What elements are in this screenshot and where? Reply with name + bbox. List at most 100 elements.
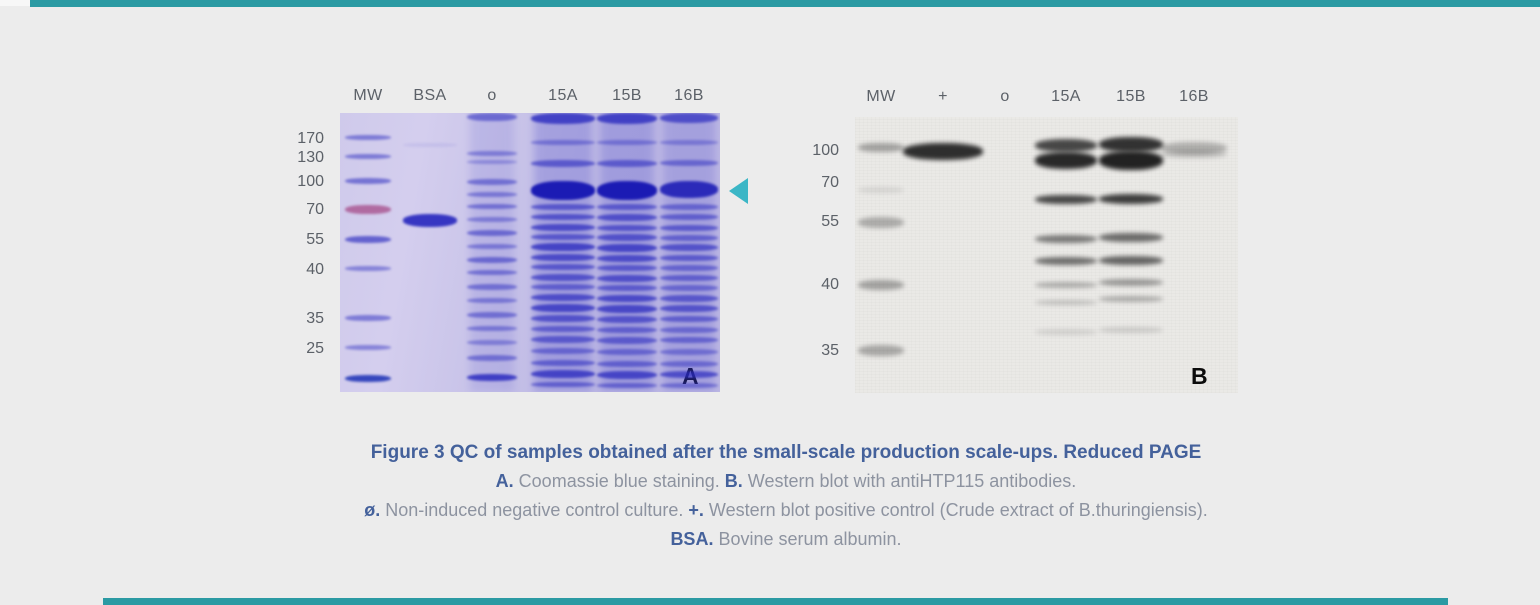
caption-title: Figure 3 QC of samples obtained after th… [32, 438, 1540, 467]
gel-band [660, 295, 718, 302]
gel-band [660, 140, 718, 145]
gel-band [531, 304, 595, 312]
gel-band [531, 214, 595, 220]
gel-band [660, 305, 718, 312]
mw-marker-label: 70 [821, 174, 839, 191]
gel-band [467, 298, 517, 303]
gel-band [1035, 282, 1097, 288]
gel-band [660, 181, 718, 198]
lane-label-16b: 16B [674, 87, 704, 104]
lane-label-o: o [487, 87, 497, 104]
caption-accent-text: A. [495, 471, 514, 491]
gel-band [858, 187, 904, 193]
gel-band [1099, 256, 1163, 265]
gel-band [531, 204, 595, 210]
gel-band [467, 160, 517, 164]
mw-marker-label: 55 [821, 213, 839, 230]
gel-band [660, 285, 718, 291]
gel-band [345, 178, 391, 184]
gel-band [531, 224, 595, 231]
gel-band [903, 143, 983, 160]
mw-marker-label: 100 [812, 142, 839, 159]
gel-band [1161, 142, 1227, 154]
caption-line-2: A. Coomassie blue staining. B. Western b… [32, 467, 1540, 496]
gel-band [467, 355, 517, 361]
caption-line-3: ø. Non-induced negative control culture.… [32, 496, 1540, 525]
gel-band [597, 234, 657, 241]
gel-band [1035, 235, 1097, 243]
gel-band [660, 349, 718, 355]
gel-band [531, 294, 595, 301]
gel-band [1035, 300, 1097, 305]
gel-band [858, 280, 904, 290]
lane-label-mw: MW [353, 87, 383, 104]
gel-band [660, 316, 718, 322]
mw-marker-label: 35 [306, 310, 324, 327]
gel-band [660, 371, 718, 378]
gel-band [597, 295, 657, 302]
caption-text: Coomassie blue staining. [513, 471, 725, 491]
gel-band [1099, 137, 1163, 152]
figure-caption: Figure 3 QC of samples obtained after th… [32, 438, 1540, 554]
gel-band [531, 234, 595, 240]
gel-band [597, 285, 657, 291]
gel-band [597, 316, 657, 323]
gel-band [597, 204, 657, 210]
gel-band [1035, 195, 1097, 204]
gel-band [660, 275, 718, 281]
caption-text: Non-induced negative control culture. [380, 500, 689, 520]
gel-band [1035, 329, 1097, 335]
gel-band [531, 315, 595, 322]
caption-text: Western blot positive control (Crude ext… [703, 500, 1208, 520]
gel-a-coomassie-image: A [340, 113, 720, 392]
gel-band [345, 135, 391, 140]
lane-label-15b: 15B [1116, 88, 1146, 105]
lane-label-o: o [1000, 88, 1010, 105]
gel-band [660, 255, 718, 261]
gel-band [467, 230, 517, 236]
gel-band [660, 204, 718, 210]
gel-band [660, 244, 718, 251]
gel-band [467, 374, 517, 381]
lane-label-mw: MW [866, 88, 896, 105]
gel-band [597, 349, 657, 355]
gel-band [467, 312, 517, 318]
gel-band [597, 327, 657, 333]
gel-b-western-blot-image: B [855, 117, 1238, 393]
gel-band [597, 275, 657, 282]
gel-band [345, 345, 391, 350]
gel-band [597, 160, 657, 167]
gel-band [660, 225, 718, 231]
gel-band [403, 214, 457, 227]
gel-band [531, 360, 595, 366]
caption-line-4: BSA. Bovine serum albumin. [32, 525, 1540, 554]
gel-band [467, 326, 517, 331]
gel-band [597, 371, 657, 379]
gel-band [345, 154, 391, 159]
gel-band [531, 326, 595, 332]
gel-band [531, 370, 595, 378]
gel-band [531, 264, 595, 270]
gel-band [597, 140, 657, 145]
gel-band [467, 204, 517, 209]
gel-band [660, 265, 718, 271]
gel-band [597, 337, 657, 344]
lane-smear [470, 113, 514, 392]
gel-band [467, 244, 517, 249]
lane-label-15a: 15A [1051, 88, 1081, 105]
gel-band [660, 214, 718, 220]
gel-band [531, 140, 595, 145]
panel-letter-b: B [1191, 363, 1209, 389]
gel-band [1099, 296, 1163, 302]
gel-band [467, 257, 517, 263]
mw-marker-label: 55 [306, 231, 324, 248]
mw-marker-label: 35 [821, 342, 839, 359]
gel-band [597, 244, 657, 252]
gel-band [597, 181, 657, 200]
gel-band [597, 305, 657, 313]
gel-band [467, 113, 517, 121]
gel-band [858, 217, 904, 228]
caption-accent-text: B. [724, 471, 743, 491]
caption-accent-text: Figure 3 QC of samples obtained after th… [370, 442, 1202, 463]
